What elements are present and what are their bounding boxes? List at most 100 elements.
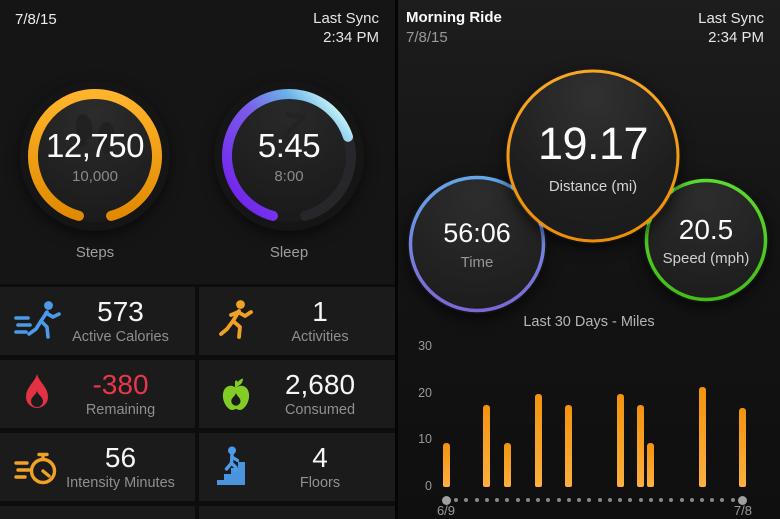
day-dot — [474, 498, 479, 502]
day-dot — [525, 498, 530, 502]
stat-value: 4 — [312, 442, 328, 473]
day-dot — [484, 498, 489, 502]
y-axis-tick: 10 — [418, 432, 432, 447]
chart-bar — [565, 405, 573, 487]
day-dot — [710, 498, 715, 502]
svg-text:Z: Z — [279, 104, 309, 151]
stat-calories-consumed[interactable]: 2,680 Consumed — [199, 360, 395, 428]
distance-value: 19.17 — [537, 117, 649, 169]
steps-value: 12,750 — [46, 127, 144, 164]
day-dot — [628, 498, 633, 502]
activity-header: Morning Ride 7/8/15 Last Sync 2:34 PM — [398, 8, 780, 56]
last-sync-info: Last Sync 2:34 PM — [698, 9, 764, 47]
speed-label: Speed (mph) — [662, 249, 750, 267]
stat-value: -380 — [92, 369, 149, 400]
time-ring — [408, 175, 546, 313]
stat-value: 2,680 — [284, 369, 356, 400]
activity-date: 7/8/15 — [406, 29, 448, 46]
activity-title: Morning Ride — [406, 9, 502, 26]
stat-label: Intensity Minutes — [66, 475, 175, 491]
day-dot — [720, 498, 725, 502]
chart-bar — [483, 405, 491, 487]
distance-metric-circle[interactable]: 19.17 Distance (mi) — [505, 68, 681, 244]
steps-gauge[interactable]: 12,750 10,000 — [20, 81, 170, 231]
steps-label: Steps — [75, 244, 115, 261]
sleep-label: Sleep — [269, 244, 309, 261]
stat-active-calories[interactable]: 573 Active Calories — [0, 287, 195, 355]
day-dot — [536, 498, 541, 502]
day-dot — [700, 498, 704, 502]
footprints-icon — [75, 114, 115, 155]
time-label: Time — [460, 253, 494, 271]
apple-icon — [211, 370, 261, 418]
x-axis-label: 6/9 — [436, 503, 456, 518]
stat-value: 1 — [312, 296, 328, 327]
flame-icon — [12, 370, 62, 418]
day-dot — [730, 498, 735, 502]
day-dot-endpoint — [441, 495, 451, 505]
stat-label: Activities — [291, 329, 349, 345]
y-axis-tick: 20 — [418, 385, 432, 400]
sleep-progress-ring — [222, 89, 353, 221]
distance-ring — [506, 69, 680, 243]
last-sync-label: Last Sync — [313, 10, 379, 27]
chart-bar — [698, 386, 706, 487]
last-sync-time: 2:34 PM — [708, 29, 764, 46]
day-dot — [495, 498, 500, 502]
speed-value: 20.5 — [678, 213, 734, 245]
y-axis-tick: 30 — [418, 339, 432, 353]
day-dot — [659, 498, 664, 502]
chart-bar — [534, 393, 542, 487]
time-metric-circle[interactable]: 56:06 Time — [407, 174, 547, 314]
chart-bar — [637, 405, 645, 487]
day-dot — [556, 498, 561, 502]
stat-calories-remaining[interactable]: -380 Remaining — [0, 360, 195, 428]
time-value: 56:06 — [443, 217, 511, 248]
day-dot — [679, 498, 684, 502]
day-dot — [515, 498, 520, 502]
speed-metric-circle[interactable]: 20.5 Speed (mph) — [643, 177, 769, 303]
day-dot — [505, 498, 510, 502]
distance-label: Distance (mi) — [548, 177, 638, 195]
chart-bar — [616, 393, 624, 487]
stats-grid: 573 Active Calories — [0, 287, 395, 519]
stat-value: 573 — [97, 296, 144, 327]
chart-bar — [503, 442, 511, 487]
stat-activities[interactable]: 1 Activities — [199, 287, 395, 355]
day-dot — [454, 498, 459, 502]
day-dot — [689, 498, 694, 502]
stat-label: Remaining — [85, 402, 156, 418]
activity-panel: Morning Ride 7/8/15 Last Sync 2:34 PM — [398, 0, 780, 519]
partial-row-cell — [199, 506, 395, 519]
x-axis-label: 7/8 — [733, 503, 752, 518]
last-sync-label: Last Sync — [698, 10, 764, 27]
day-dot — [607, 498, 612, 502]
day-dot — [587, 498, 592, 502]
last-sync-info: Last Sync 2:34 PM — [313, 9, 379, 47]
day-dot — [618, 498, 623, 502]
stat-intensity-minutes[interactable]: 56 Intensity Minutes — [0, 433, 195, 501]
stairs-climber-icon — [211, 443, 261, 491]
chart-bar — [647, 442, 655, 487]
sleep-gauge[interactable]: z Z z 5:45 8:00 — [214, 81, 364, 231]
steps-progress-ring — [28, 89, 162, 221]
steps-goal: 10,000 — [72, 168, 118, 185]
stat-floors[interactable]: 4 Floors — [199, 433, 395, 501]
last-30-days-bar-chart[interactable]: 0 10 20 30 6/9 7/8 — [398, 0, 780, 519]
day-dot — [648, 498, 653, 502]
stat-label: Consumed — [284, 402, 356, 418]
svg-text:z: z — [257, 119, 278, 154]
stopwatch-icon — [12, 443, 62, 491]
day-dot — [597, 498, 602, 502]
daily-summary-panel: 7/8/15 Last Sync 2:34 PM — [0, 9, 395, 519]
day-dot — [566, 498, 571, 502]
day-dot-endpoint — [738, 495, 748, 505]
speeding-runner-icon — [12, 297, 62, 345]
day-dot — [638, 498, 643, 502]
sleep-value: 5:45 — [257, 127, 321, 164]
chart-title: Last 30 Days - Miles — [523, 314, 655, 330]
chart-bar — [442, 442, 450, 487]
stat-label: Floors — [299, 475, 341, 491]
sleep-goal: 8:00 — [274, 168, 304, 185]
